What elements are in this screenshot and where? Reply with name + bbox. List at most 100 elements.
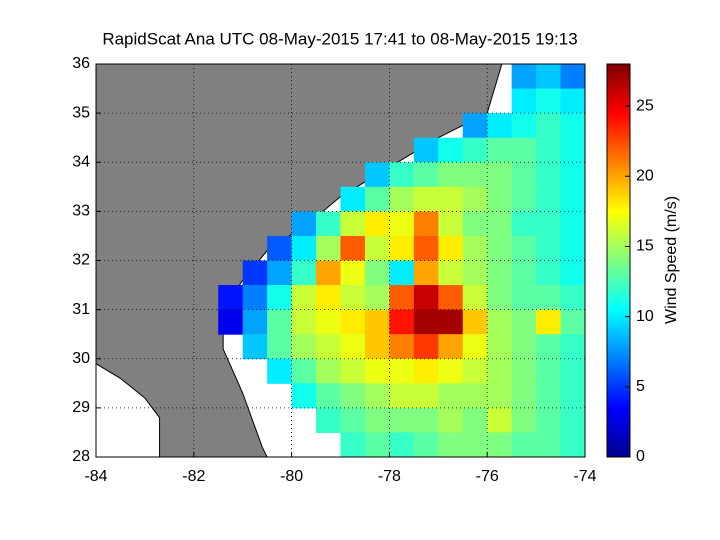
wind-cell — [340, 260, 366, 286]
y-tick-label: 32 — [72, 252, 90, 269]
wind-cell — [487, 334, 513, 360]
wind-cell — [511, 162, 537, 188]
wind-cell — [413, 260, 439, 286]
wind-cell — [560, 407, 586, 433]
wind-cell — [389, 407, 415, 433]
wind-cell — [267, 235, 293, 261]
y-tick-label: 34 — [72, 153, 90, 170]
wind-cell — [413, 211, 439, 237]
wind-cell — [340, 211, 366, 237]
wind-cell — [364, 235, 390, 261]
wind-cell — [438, 407, 464, 433]
wind-cell — [536, 137, 562, 163]
wind-cell — [511, 113, 537, 139]
wind-cell — [560, 186, 586, 212]
wind-cell — [536, 285, 562, 311]
wind-cell — [413, 309, 439, 335]
wind-cell — [536, 186, 562, 212]
wind-cell — [389, 235, 415, 261]
wind-cell — [413, 186, 439, 212]
wind-cell — [413, 358, 439, 384]
wind-cell — [511, 358, 537, 384]
wind-cell — [364, 309, 390, 335]
x-tick-label: -84 — [84, 468, 107, 485]
wind-cell — [560, 334, 586, 360]
colorbar-tick-label: 15 — [636, 238, 654, 255]
wind-cell — [389, 309, 415, 335]
wind-cell — [267, 309, 293, 335]
wind-cell — [487, 235, 513, 261]
wind-cell — [218, 285, 244, 311]
wind-cell — [364, 186, 390, 212]
wind-cell — [536, 211, 562, 237]
wind-cell — [536, 432, 562, 458]
wind-cell — [389, 383, 415, 409]
wind-cell — [462, 211, 488, 237]
y-tick-label: 36 — [72, 55, 90, 72]
wind-cell — [389, 211, 415, 237]
wind-cell — [316, 211, 341, 237]
wind-cell — [291, 383, 317, 409]
colorbar-label: Wind Speed (m/s) — [663, 196, 680, 324]
wind-cell — [511, 88, 537, 114]
wind-cell — [487, 260, 513, 286]
wind-cell — [218, 309, 244, 335]
wind-cell — [511, 432, 537, 458]
wind-cell — [487, 358, 513, 384]
wind-cell — [536, 113, 562, 139]
wind-cell — [438, 383, 464, 409]
wind-cell — [389, 162, 415, 188]
wind-cell — [316, 383, 341, 409]
y-tick-label: 29 — [72, 399, 90, 416]
wind-cell — [536, 383, 562, 409]
wind-cell — [389, 358, 415, 384]
wind-cell — [560, 260, 586, 286]
wind-cell — [536, 334, 562, 360]
wind-cell — [389, 432, 415, 458]
wind-cell — [364, 358, 390, 384]
wind-cell — [487, 137, 513, 163]
wind-cell — [511, 334, 537, 360]
wind-cell — [536, 235, 562, 261]
x-tick-label: -82 — [182, 468, 205, 485]
wind-cell — [511, 285, 537, 311]
wind-cell — [364, 432, 390, 458]
wind-cell — [560, 162, 586, 188]
wind-cell — [340, 186, 366, 212]
wind-cell — [511, 211, 537, 237]
colorbar-tick-label: 10 — [636, 308, 654, 325]
wind-cell — [462, 186, 488, 212]
wind-cell — [487, 383, 513, 409]
y-tick-label: 35 — [72, 104, 90, 121]
wind-cell — [389, 334, 415, 360]
wind-cell — [462, 432, 488, 458]
wind-cell — [340, 309, 366, 335]
wind-cell — [316, 260, 341, 286]
x-tick-label: -80 — [280, 468, 303, 485]
wind-cell — [536, 88, 562, 114]
wind-cell — [536, 260, 562, 286]
plot-frame — [95, 63, 586, 458]
wind-cell — [364, 285, 390, 311]
wind-cell — [413, 334, 439, 360]
wind-cell — [291, 260, 317, 286]
axes: -84 -82 -80 -78 -76 -74 28 29 30 31 32 33 34 35 36 — [72, 55, 596, 485]
y-tick-label: 30 — [72, 350, 90, 367]
wind-cell — [438, 235, 464, 261]
wind-cell — [291, 235, 317, 261]
wind-cell — [487, 432, 513, 458]
wind-cell — [536, 64, 562, 90]
wind-cell — [438, 334, 464, 360]
wind-cell — [511, 383, 537, 409]
wind-cell — [242, 309, 268, 335]
wind-cell — [511, 309, 537, 335]
wind-cell — [413, 235, 439, 261]
wind-cell — [438, 211, 464, 237]
x-tick-label: -78 — [378, 468, 401, 485]
wind-cell — [487, 285, 513, 311]
wind-cell — [462, 235, 488, 261]
wind-cells — [218, 64, 586, 458]
wind-cell — [413, 162, 439, 188]
wind-cell — [364, 407, 390, 433]
